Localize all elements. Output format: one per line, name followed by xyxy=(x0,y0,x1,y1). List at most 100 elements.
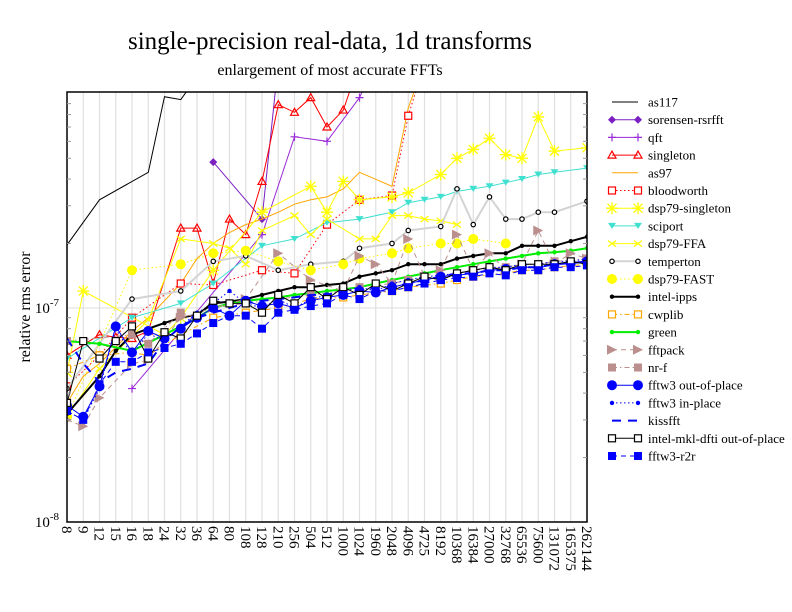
data-point xyxy=(372,59,380,67)
data-point xyxy=(94,392,105,403)
legend-item: as97 xyxy=(612,165,672,180)
legend-marker xyxy=(632,202,644,215)
legend-marker xyxy=(634,133,642,142)
data-point xyxy=(583,165,587,172)
chart-subtitle: enlargement of most accurate FFTs xyxy=(217,62,443,79)
legend-item: singleton xyxy=(606,148,696,163)
y-tick-base: 10 xyxy=(35,301,50,317)
data-point xyxy=(77,284,90,297)
legend-item: sciport xyxy=(608,218,684,233)
legend-marker xyxy=(633,380,643,391)
legend-marker xyxy=(606,202,618,215)
data-point xyxy=(275,267,282,274)
data-point xyxy=(452,221,462,229)
data-point xyxy=(241,299,250,308)
data-point xyxy=(258,242,266,249)
x-tick-label: 9 xyxy=(74,526,90,534)
data-point xyxy=(210,258,217,265)
legend-item: nr-f xyxy=(608,360,668,375)
data-point xyxy=(127,347,137,358)
data-point xyxy=(209,296,218,305)
data-point xyxy=(420,272,429,281)
data-point xyxy=(129,353,135,358)
data-point xyxy=(519,216,525,222)
data-point xyxy=(224,213,235,223)
data-point xyxy=(484,248,495,259)
legend-marker xyxy=(609,400,615,406)
data-point xyxy=(144,348,153,357)
data-point xyxy=(240,245,251,256)
data-point xyxy=(583,261,587,270)
data-point xyxy=(143,316,153,324)
data-point xyxy=(308,296,313,302)
data-point xyxy=(323,137,331,146)
series-line xyxy=(67,92,417,387)
legend-label: green xyxy=(648,325,677,340)
legend-label: qft xyxy=(648,130,663,145)
data-point xyxy=(403,233,414,244)
plot-frame xyxy=(66,91,588,523)
data-point xyxy=(467,143,480,156)
data-point xyxy=(129,296,135,302)
data-point xyxy=(111,357,120,366)
data-point xyxy=(503,256,508,261)
data-point xyxy=(111,336,120,346)
x-tick-label: 16384 xyxy=(464,526,480,564)
legend-marker xyxy=(609,329,615,335)
legend-item: bloodworth xyxy=(607,183,708,198)
data-point xyxy=(273,256,284,267)
data-point xyxy=(273,298,284,309)
legend-label: fftw3-r2r xyxy=(648,449,696,464)
y-axis: 10-710-8 xyxy=(35,103,587,531)
data-point xyxy=(176,308,185,317)
data-point xyxy=(175,222,186,232)
legend-label: sorensen-rsrfft xyxy=(648,112,724,127)
data-point xyxy=(406,262,411,267)
x-tick-label: 504 xyxy=(302,526,318,549)
data-point xyxy=(273,248,284,259)
legend-marker xyxy=(635,400,641,406)
data-point xyxy=(257,226,267,235)
data-point xyxy=(337,175,350,188)
data-point xyxy=(355,235,364,243)
legend-marker xyxy=(633,186,643,195)
legend-item: dsp79-singleton xyxy=(606,201,732,216)
x-tick-label: 165375 xyxy=(562,526,578,571)
series-line xyxy=(67,92,351,356)
data-point xyxy=(404,199,413,206)
data-point xyxy=(451,152,463,165)
data-point xyxy=(338,104,349,114)
legend-marker xyxy=(635,258,641,265)
legend-item: intel-ipps xyxy=(609,289,697,304)
legend-marker xyxy=(607,310,617,319)
data-point xyxy=(436,276,445,285)
data-point xyxy=(420,279,429,288)
data-point xyxy=(274,59,282,67)
data-point xyxy=(500,238,511,249)
data-point xyxy=(160,328,169,337)
data-point xyxy=(516,152,528,165)
data-point xyxy=(324,288,330,294)
data-point xyxy=(485,183,494,190)
data-point xyxy=(387,248,397,259)
data-point xyxy=(305,265,316,276)
legend-item: qft xyxy=(608,130,663,145)
data-point xyxy=(483,132,496,145)
x-tick-label: 4096 xyxy=(399,526,415,557)
legend-label: fftw3 in-place xyxy=(648,395,721,410)
data-point xyxy=(290,235,299,242)
data-point xyxy=(501,271,510,280)
data-point xyxy=(452,229,462,240)
x-tick-label: 64 xyxy=(204,526,220,542)
data-point xyxy=(454,256,460,261)
data-point xyxy=(95,354,104,363)
legend-label: cwplib xyxy=(648,307,683,322)
data-point xyxy=(356,59,364,66)
data-point xyxy=(435,238,446,249)
data-point xyxy=(437,223,444,230)
x-tick-label: 10368 xyxy=(448,526,464,564)
data-point xyxy=(536,243,541,249)
data-point xyxy=(501,179,510,186)
legend-label: sciport xyxy=(648,218,684,233)
legend-marker xyxy=(635,329,641,335)
